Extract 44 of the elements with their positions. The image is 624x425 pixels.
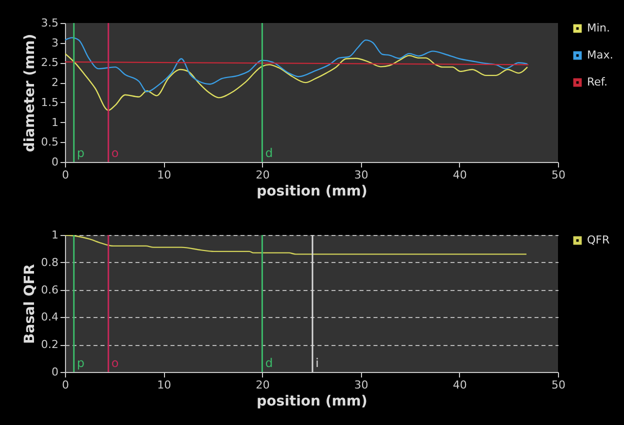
x-tick-label: 20 [256, 378, 270, 392]
ref-line-label: d [265, 146, 273, 160]
y-tick-label: 3 [52, 36, 58, 50]
legend-label: Ref. [587, 76, 608, 88]
y-tick-label: 2 [52, 76, 58, 90]
y-tick-label: 0.6 [41, 283, 58, 296]
x-tick-label: 30 [354, 168, 368, 182]
y-tick-label: 0 [52, 156, 58, 168]
x-tick-label: 30 [354, 378, 368, 392]
ref-line-label: d [265, 356, 273, 370]
ref-line-label: o [111, 146, 119, 160]
x-tick-label: 50 [552, 168, 566, 182]
y-tick-label: 0.4 [41, 310, 58, 324]
x-tick-label: 40 [452, 378, 467, 392]
line-series [65, 235, 528, 255]
legend-label: Max. [587, 48, 614, 62]
x-tick-label: 10 [157, 378, 172, 392]
ref-line-label: p [76, 356, 84, 370]
y-axis-title: Basal QFR [22, 264, 38, 344]
y-tick-label: 0.8 [41, 256, 58, 269]
legend-label: Min. [587, 22, 610, 34]
x-tick-label: 20 [256, 168, 270, 182]
x-axis-title: position (mm) [256, 394, 368, 410]
ref-line-label: p [76, 146, 84, 160]
line-series [65, 52, 528, 111]
y-tick-label: 1 [52, 228, 58, 242]
y-tick-label: 0.5 [41, 136, 58, 149]
legend-label: QFR [587, 234, 610, 246]
ref-line-label: i [315, 356, 319, 370]
y-tick-label: 0.2 [41, 338, 58, 352]
x-tick-label: 50 [552, 378, 566, 392]
y-tick-label: 1 [52, 116, 58, 129]
y-tick-label: 2.5 [41, 56, 58, 70]
x-tick-label: 0 [62, 168, 69, 182]
y-tick-label: 3.5 [41, 16, 58, 30]
ref-line-label: o [111, 356, 119, 370]
x-tick-label: 40 [452, 168, 467, 182]
x-axis-title: position (mm) [256, 184, 368, 200]
y-tick-label: 0 [52, 366, 58, 378]
y-tick-label: 1.5 [41, 96, 58, 109]
x-tick-label: 0 [62, 378, 69, 392]
y-axis-title: diameter (mm) [22, 34, 38, 152]
x-tick-label: 10 [157, 168, 172, 182]
line-series [65, 37, 528, 92]
